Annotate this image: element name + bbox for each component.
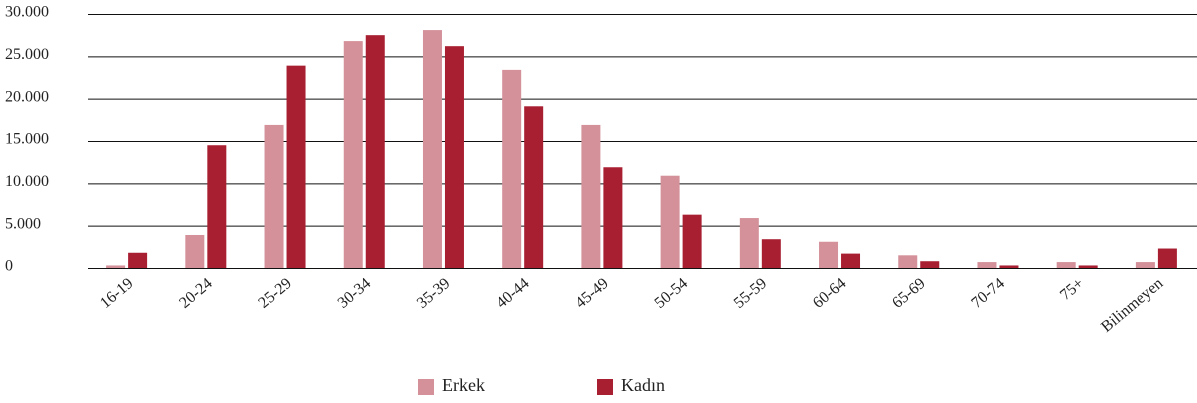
x-tick-label: 40-44 bbox=[493, 275, 533, 312]
bar bbox=[422, 30, 442, 268]
x-tick-label: 75+ bbox=[1057, 275, 1087, 304]
x-tick-label: 60-64 bbox=[810, 275, 850, 312]
legend-label: Erkek bbox=[442, 375, 485, 395]
y-tick-label: 0 bbox=[5, 258, 13, 275]
legend-swatch bbox=[597, 379, 613, 395]
y-tick-label: 15.000 bbox=[5, 131, 49, 148]
bar bbox=[977, 262, 997, 268]
y-tick-label: 25.000 bbox=[5, 46, 49, 63]
bar bbox=[682, 214, 702, 268]
bar bbox=[502, 69, 522, 268]
x-tick-label: 20-24 bbox=[176, 275, 216, 312]
bar bbox=[286, 65, 306, 268]
y-tick-label: 10.000 bbox=[5, 173, 49, 190]
x-tick-label: 16-19 bbox=[97, 275, 137, 312]
bar bbox=[128, 252, 148, 268]
x-tick-label: 30-34 bbox=[335, 275, 375, 312]
bar bbox=[207, 145, 227, 268]
bar bbox=[185, 234, 205, 268]
x-tick-label: 65-69 bbox=[889, 275, 929, 312]
legend-swatch bbox=[418, 379, 434, 395]
bar bbox=[343, 41, 363, 268]
bar bbox=[660, 175, 680, 268]
x-tick-label: 70-74 bbox=[968, 275, 1008, 312]
legend-label: Kadın bbox=[621, 375, 665, 395]
bar bbox=[739, 218, 759, 268]
x-tick-label: 50-54 bbox=[652, 275, 692, 312]
bar bbox=[841, 253, 861, 268]
bar bbox=[581, 124, 601, 268]
bar bbox=[444, 46, 464, 268]
bar bbox=[106, 265, 126, 268]
bar bbox=[761, 239, 781, 268]
y-tick-label: 5.000 bbox=[5, 215, 41, 232]
y-tick-label: 20.000 bbox=[5, 88, 49, 105]
x-tick-label: 25-29 bbox=[255, 275, 295, 312]
bar bbox=[603, 167, 623, 268]
bar bbox=[365, 35, 385, 268]
bar bbox=[1157, 248, 1177, 268]
bar bbox=[819, 241, 839, 268]
bar bbox=[1078, 265, 1098, 268]
x-tick-label: 35-39 bbox=[414, 275, 454, 312]
bar bbox=[524, 106, 544, 268]
bar bbox=[920, 261, 940, 268]
x-tick-label: 55-59 bbox=[731, 275, 771, 312]
bar bbox=[1135, 262, 1155, 268]
bar bbox=[1056, 262, 1076, 268]
x-tick-label: 45-49 bbox=[572, 275, 612, 312]
x-tick-label: Bilinmeyen bbox=[1098, 275, 1166, 336]
bar bbox=[999, 265, 1019, 268]
y-tick-label: 30.000 bbox=[5, 4, 49, 21]
bar bbox=[898, 255, 918, 268]
bar bbox=[264, 124, 284, 268]
